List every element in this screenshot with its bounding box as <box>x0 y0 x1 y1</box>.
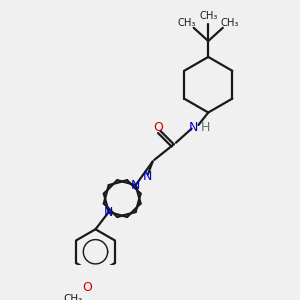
Text: O: O <box>153 121 163 134</box>
Text: CH₃: CH₃ <box>178 17 196 28</box>
Text: N: N <box>104 206 113 218</box>
Text: N: N <box>131 178 140 192</box>
Text: N: N <box>143 169 152 183</box>
Text: CH₃: CH₃ <box>63 294 82 300</box>
Text: CH₃: CH₃ <box>220 17 238 28</box>
Text: O: O <box>82 281 92 294</box>
Text: N: N <box>189 121 198 134</box>
Text: CH₃: CH₃ <box>199 11 218 21</box>
Text: H: H <box>201 121 210 134</box>
